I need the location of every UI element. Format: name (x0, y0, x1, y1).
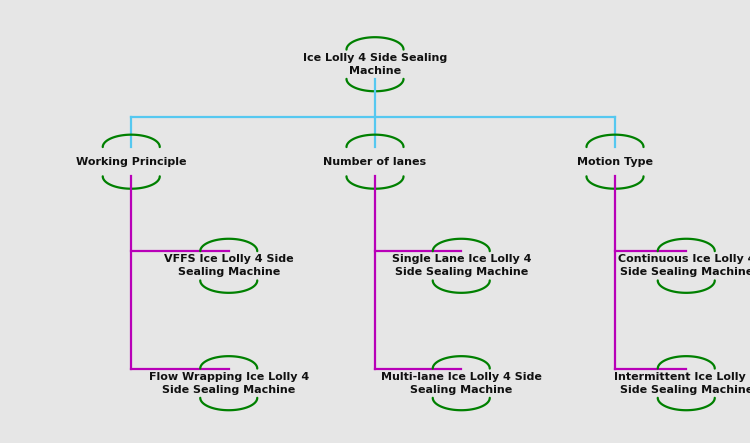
Text: Number of lanes: Number of lanes (323, 157, 427, 167)
Text: Motion Type: Motion Type (577, 157, 653, 167)
Text: Working Principle: Working Principle (76, 157, 187, 167)
Text: Flow Wrapping Ice Lolly 4
Side Sealing Machine: Flow Wrapping Ice Lolly 4 Side Sealing M… (148, 372, 309, 395)
Text: Ice Lolly 4 Side Sealing
Machine: Ice Lolly 4 Side Sealing Machine (303, 53, 447, 76)
Text: VFFS Ice Lolly 4 Side
Sealing Machine: VFFS Ice Lolly 4 Side Sealing Machine (164, 254, 293, 277)
Text: Multi-lane Ice Lolly 4 Side
Sealing Machine: Multi-lane Ice Lolly 4 Side Sealing Mach… (381, 372, 542, 395)
Text: Single Lane Ice Lolly 4
Side Sealing Machine: Single Lane Ice Lolly 4 Side Sealing Mac… (392, 254, 531, 277)
Text: Intermittent Ice Lolly 4
Side Sealing Machine: Intermittent Ice Lolly 4 Side Sealing Ma… (614, 372, 750, 395)
Text: Continuous Ice Lolly 4
Side Sealing Machine: Continuous Ice Lolly 4 Side Sealing Mach… (617, 254, 750, 277)
